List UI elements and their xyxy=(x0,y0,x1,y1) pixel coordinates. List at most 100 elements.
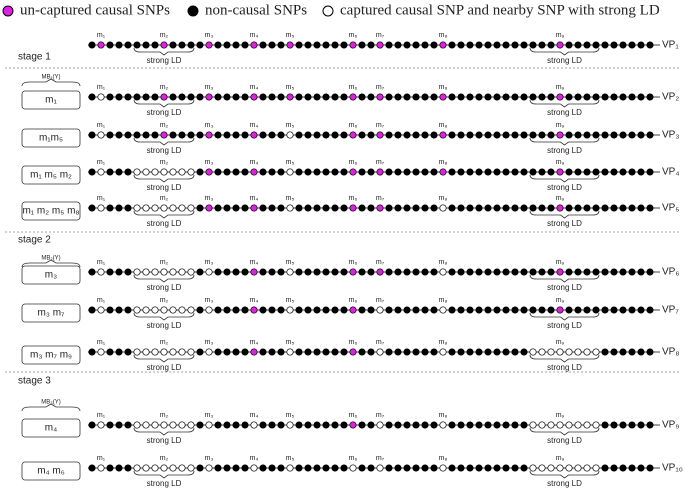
snp-dot xyxy=(466,306,474,314)
snp-dot xyxy=(214,131,222,139)
snp-dot xyxy=(349,131,357,139)
legend-dot xyxy=(322,5,334,17)
snp-dot xyxy=(169,306,177,314)
snp-dot xyxy=(448,131,456,139)
snp-dot xyxy=(115,421,123,429)
snp-dot xyxy=(628,421,636,429)
snp-dot xyxy=(304,204,312,212)
snp-dot xyxy=(313,168,321,176)
snp-dot xyxy=(520,348,528,356)
snp-dot xyxy=(331,168,339,176)
snp-dot xyxy=(160,306,168,314)
snp-dot xyxy=(493,168,501,176)
snp-dot xyxy=(430,464,438,472)
snp-dot xyxy=(601,306,609,314)
snp-dot xyxy=(277,204,285,212)
snp-dot xyxy=(196,168,204,176)
marker-label: m₃ xyxy=(205,339,214,346)
snp-dot xyxy=(304,41,312,49)
snp-dot xyxy=(466,168,474,176)
snp-dot xyxy=(601,93,609,101)
snp-dot xyxy=(259,348,267,356)
marker-label: m₁ xyxy=(97,412,106,419)
snp-dot xyxy=(205,421,213,429)
snp-dot xyxy=(295,348,303,356)
snp-dot xyxy=(610,41,618,49)
snp-dot xyxy=(502,168,510,176)
ld-label: strong LD xyxy=(547,146,582,155)
snp-dot xyxy=(637,306,645,314)
snp-dot xyxy=(268,464,276,472)
snp-dot xyxy=(295,131,303,139)
marker-label: m₉ xyxy=(556,297,565,304)
snp-dot xyxy=(151,268,159,276)
snp-dot xyxy=(439,131,447,139)
snp-dot xyxy=(628,306,636,314)
snp-dot xyxy=(556,41,564,49)
snp-dot xyxy=(178,306,186,314)
snp-dot xyxy=(286,306,294,314)
snp-dot xyxy=(601,41,609,49)
snp-dot xyxy=(376,348,384,356)
snp-dot xyxy=(628,41,636,49)
snp-dot xyxy=(538,168,546,176)
snp-dot xyxy=(565,41,573,49)
snp-dot xyxy=(115,204,123,212)
snp-dot xyxy=(286,268,294,276)
marker-label: m₂ xyxy=(160,455,169,462)
snp-dot xyxy=(106,421,114,429)
legend-text: captured causal SNP and nearby SNP with … xyxy=(340,2,660,18)
snp-dot xyxy=(277,168,285,176)
ld-label: strong LD xyxy=(547,108,582,117)
snp-dot xyxy=(160,348,168,356)
snp-dot xyxy=(646,421,654,429)
snp-dot xyxy=(619,421,627,429)
snp-dot xyxy=(376,464,384,472)
snp-dot xyxy=(250,93,258,101)
marker-label: m₃ xyxy=(205,159,214,166)
snp-dot xyxy=(106,93,114,101)
snp-dot xyxy=(493,93,501,101)
vp-label: VP₃ xyxy=(662,130,679,141)
snp-dot xyxy=(187,41,195,49)
snp-dot xyxy=(511,204,519,212)
snp-dot xyxy=(313,204,321,212)
snp-dot xyxy=(394,41,402,49)
snp-dot xyxy=(529,348,537,356)
snp-dot xyxy=(637,204,645,212)
snp-dot xyxy=(214,168,222,176)
marker-label: m₂ xyxy=(160,122,169,129)
snp-dot xyxy=(430,306,438,314)
marker-label: m₆ xyxy=(349,122,358,129)
marker-label: m₆ xyxy=(349,32,358,39)
snp-dot xyxy=(457,464,465,472)
vp-label: VP₄ xyxy=(662,167,679,178)
snp-dot xyxy=(349,348,357,356)
snp-dot xyxy=(493,421,501,429)
ld-label: strong LD xyxy=(147,146,182,155)
snp-dot xyxy=(349,268,357,276)
snp-dot xyxy=(133,464,141,472)
snp-dot xyxy=(493,306,501,314)
snp-dot xyxy=(583,131,591,139)
snp-dot xyxy=(574,93,582,101)
snp-dot xyxy=(502,421,510,429)
snp-dot xyxy=(556,93,564,101)
marker-label: m₄ xyxy=(250,455,259,462)
ld-brace xyxy=(133,427,195,436)
snp-dot xyxy=(142,204,150,212)
vp-label: VP₆ xyxy=(662,267,679,278)
snp-dot xyxy=(520,268,528,276)
snp-dot xyxy=(547,421,555,429)
snp-dot xyxy=(457,204,465,212)
snp-dot xyxy=(250,131,258,139)
snp-dot xyxy=(97,41,105,49)
snp-dot xyxy=(484,204,492,212)
snp-dot xyxy=(331,41,339,49)
snp-dot xyxy=(439,348,447,356)
marker-label: m₂ xyxy=(160,32,169,39)
snp-dot xyxy=(520,306,528,314)
marker-label: m₇ xyxy=(376,297,385,304)
snp-dot xyxy=(349,41,357,49)
